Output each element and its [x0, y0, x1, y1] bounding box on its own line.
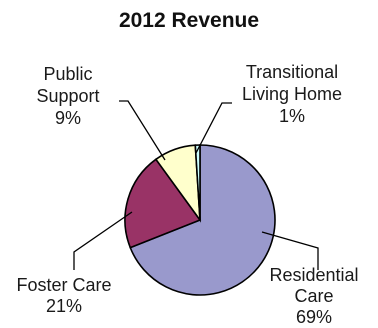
slice-name-line: Residential — [269, 265, 358, 285]
slice-percent: 9% — [55, 108, 81, 128]
slice-name-line: Transitional — [246, 62, 338, 82]
leader-lines — [73, 100, 319, 270]
slice-name-line: Support — [36, 86, 99, 106]
chart-title: 2012 Revenue — [119, 9, 259, 32]
slice-name-line: Public — [43, 64, 92, 84]
slice-label-public-support: Public Support 9% — [36, 64, 99, 128]
slice-name-line: Foster Care — [16, 275, 111, 295]
slice-label-residential-care: Residential Care 69% — [269, 265, 358, 327]
slice-percent: 1% — [279, 106, 305, 126]
leader-line-foster-care — [73, 211, 133, 270]
slice-name-line: Care — [294, 286, 333, 306]
pie-slice-foster-care — [124, 158, 202, 249]
pie-slices — [124, 144, 276, 296]
leader-line-residential-care — [261, 231, 319, 270]
leader-line-transitional-living-home — [195, 102, 232, 154]
pie-slice-residential-care — [129, 144, 276, 296]
slice-percent: 69% — [296, 307, 332, 327]
slice-name-line: Living Home — [242, 84, 342, 104]
leader-line-public-support — [119, 100, 166, 161]
slice-label-transitional-living-home: Transitional Living Home 1% — [242, 62, 342, 126]
slice-label-foster-care: Foster Care 21% — [16, 275, 111, 316]
slice-percent: 21% — [46, 296, 82, 316]
